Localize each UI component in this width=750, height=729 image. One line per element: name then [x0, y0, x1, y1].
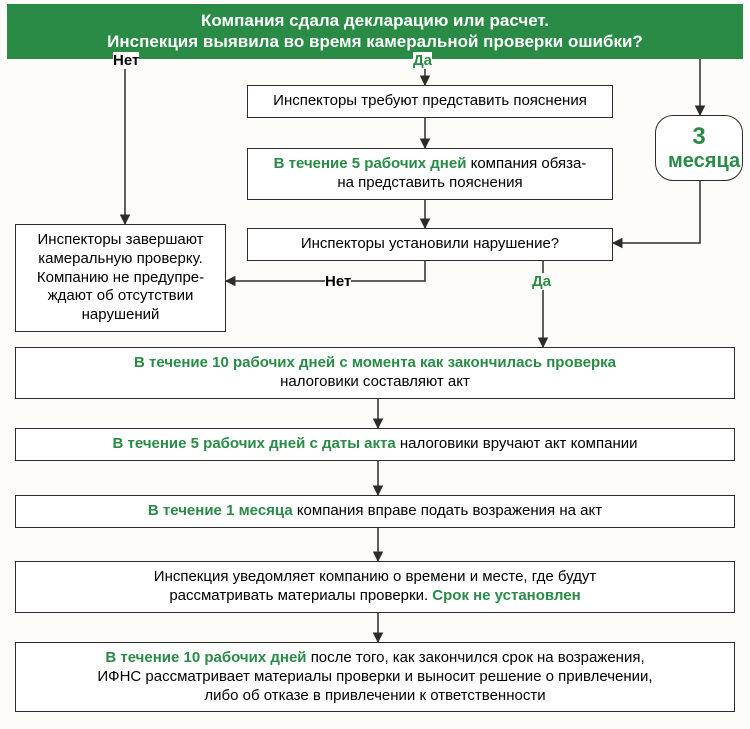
header-banner: Компания сдала декларацию или расчет. Ин…	[7, 4, 743, 59]
label-no-1: Нет	[113, 52, 139, 69]
node-inspectors-request: Инспекторы требуют представить пояснения	[247, 85, 613, 118]
label-yes-2: Да	[532, 273, 551, 290]
header-line2: Инспекция выявила во время камеральной п…	[107, 32, 643, 51]
label-yes-1: Да	[413, 52, 432, 69]
label-no-2: Нет	[325, 273, 351, 290]
pill-line2: месяца	[668, 150, 740, 172]
node-10-days-decision: В течение 10 рабочих дней после того, ка…	[15, 642, 735, 712]
node-10-days-act: В течение 10 рабочих дней с момента как …	[15, 347, 735, 399]
node-5-days-explain: В течение 5 рабочих дней компания обяза-…	[247, 148, 613, 200]
duration-pill: 3 месяца	[655, 115, 743, 181]
pill-line1: 3	[692, 123, 705, 150]
node-inspection-notifies: Инспекция уведомляет компанию о времени …	[15, 561, 735, 613]
node-1-month-objections: В течение 1 месяца компания вправе подат…	[15, 495, 735, 528]
node-5-days-deliver-act: В течение 5 рабочих дней с даты акта нал…	[15, 428, 735, 461]
header-line1: Компания сдала декларацию или расчет.	[201, 11, 549, 30]
node-violation-question: Инспекторы установили нарушение?	[247, 228, 613, 261]
node-inspectors-finish: Инспекторы завершаюткамеральную проверку…	[15, 224, 226, 332]
